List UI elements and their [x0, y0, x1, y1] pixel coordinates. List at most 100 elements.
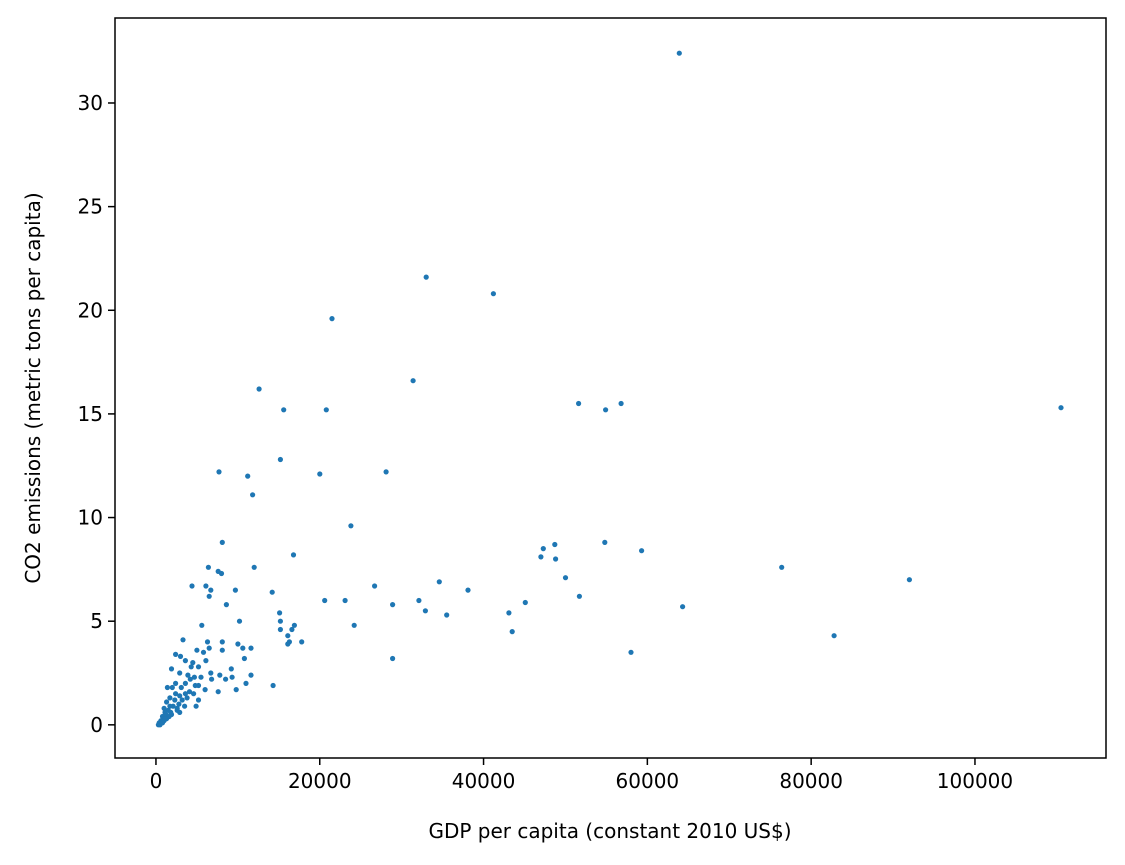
data-point	[423, 274, 429, 280]
y-tick-label: 15	[78, 402, 103, 426]
data-point	[190, 660, 196, 666]
data-point	[173, 651, 179, 658]
data-point	[603, 407, 609, 413]
data-point	[228, 666, 234, 672]
data-point	[236, 618, 243, 624]
data-point	[436, 579, 442, 585]
y-tick-label: 25	[78, 195, 103, 219]
data-point	[291, 622, 297, 628]
data-point	[219, 539, 225, 546]
data-point	[182, 703, 188, 709]
data-point	[281, 407, 287, 413]
data-point	[195, 682, 202, 689]
data-point	[576, 593, 583, 599]
data-point	[164, 684, 170, 691]
data-point	[248, 672, 254, 678]
data-point	[215, 689, 221, 695]
y-tick-label: 5	[90, 609, 103, 633]
data-point	[177, 709, 183, 716]
data-point	[552, 541, 558, 548]
data-point	[173, 691, 179, 697]
x-tick-label: 0	[150, 769, 163, 793]
data-point	[217, 672, 223, 678]
y-axis-label: CO2 emissions (metric tons per capita)	[21, 192, 45, 583]
data-point	[506, 610, 512, 616]
data-point	[198, 674, 204, 680]
data-point	[209, 676, 215, 682]
data-point	[189, 583, 195, 589]
data-point	[317, 471, 323, 477]
data-point	[351, 622, 357, 628]
data-point	[191, 691, 197, 697]
data-point	[680, 604, 686, 610]
data-point	[348, 523, 354, 529]
data-point	[178, 684, 184, 691]
data-point	[182, 658, 188, 664]
data-point	[223, 602, 229, 608]
data-point	[173, 680, 179, 687]
data-point	[206, 645, 212, 651]
data-point	[372, 583, 378, 589]
data-point	[490, 291, 496, 297]
data-point	[540, 546, 546, 552]
data-point	[184, 695, 190, 701]
data-point	[203, 658, 209, 664]
data-point	[204, 639, 211, 645]
data-point	[241, 655, 247, 662]
data-point	[162, 716, 168, 722]
data-point	[250, 492, 256, 498]
data-point	[193, 703, 199, 709]
data-point	[208, 670, 214, 676]
data-point	[906, 577, 913, 583]
data-point	[410, 378, 416, 384]
data-point	[167, 695, 173, 701]
y-tick-label: 20	[78, 298, 103, 322]
data-point	[159, 720, 166, 726]
x-tick-label: 20000	[288, 769, 352, 793]
data-point	[422, 608, 428, 614]
data-point	[172, 697, 178, 703]
data-point	[216, 469, 222, 475]
data-point	[256, 386, 262, 392]
data-point	[509, 629, 515, 635]
y-axis-ticks: 0 5 10 15 20 25 30	[78, 91, 115, 737]
data-point	[676, 50, 682, 56]
data-point	[219, 639, 225, 645]
data-point	[168, 709, 174, 716]
data-point	[383, 469, 389, 475]
data-point	[277, 626, 283, 633]
data-point	[177, 693, 183, 699]
data-point	[180, 637, 186, 643]
data-point	[219, 647, 225, 653]
y-tick-label: 30	[78, 91, 103, 115]
data-point	[602, 539, 608, 546]
data-point	[182, 680, 188, 687]
data-points	[155, 50, 1064, 728]
data-point	[188, 664, 194, 670]
data-point	[390, 602, 396, 608]
data-point	[390, 655, 396, 662]
data-point	[322, 597, 328, 604]
data-point	[208, 587, 214, 593]
data-point	[194, 647, 200, 653]
data-point	[269, 589, 275, 595]
data-point	[270, 682, 276, 689]
data-point	[245, 473, 251, 479]
x-tick-label: 40000	[452, 769, 516, 793]
data-point	[323, 407, 329, 413]
data-point	[176, 701, 182, 707]
data-point	[285, 633, 291, 639]
data-point	[168, 666, 175, 672]
plot-frame	[114, 17, 1107, 759]
data-point	[233, 687, 239, 693]
x-tick-label: 60000	[616, 769, 680, 793]
x-axis-ticks: 0 20000 40000 60000 80000 100000	[150, 758, 1013, 793]
data-point	[628, 649, 634, 655]
data-point	[205, 564, 211, 570]
x-axis-label: GDP per capita (constant 2010 US$)	[428, 819, 791, 843]
data-point	[277, 610, 283, 616]
data-point	[465, 587, 471, 593]
data-point	[202, 687, 208, 693]
